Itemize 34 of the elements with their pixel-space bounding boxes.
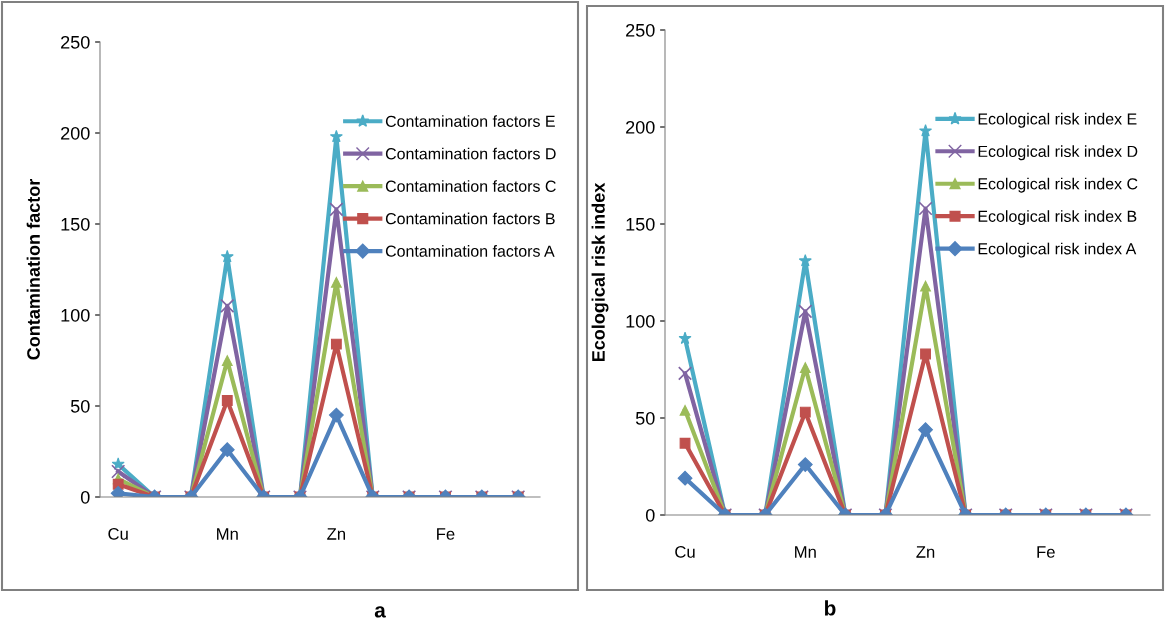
legend-label: Contamination factors B — [385, 212, 555, 225]
text: a — [374, 606, 386, 618]
y-tick-label: 50 — [70, 399, 90, 413]
y-tick-label: 100 — [61, 308, 90, 322]
y-tick-label: 150 — [61, 217, 90, 231]
x-tick-label: Fe — [437, 528, 455, 540]
x-tick-label: Zn — [327, 528, 346, 540]
x-tick-label: Mn — [217, 528, 238, 540]
legend-label: Ecological risk index E — [978, 112, 1137, 128]
y-tick-label: 50 — [635, 411, 655, 425]
y-tick-label: 200 — [61, 126, 90, 140]
legend-label: Ecological risk index B — [978, 210, 1137, 226]
y-tick-label: 250 — [61, 35, 90, 49]
y-tick-label: 0 — [645, 508, 655, 522]
legend-label: Contamination factors D — [385, 147, 556, 160]
y-tick-label: 0 — [80, 490, 90, 504]
x-tick-label: Fe — [1037, 546, 1055, 558]
legend-label: Contamination factors C — [385, 180, 556, 192]
legend-label: Contamination factors A — [385, 245, 555, 257]
legend-label: Ecological risk index C — [978, 177, 1138, 193]
x-tick-label: Zn — [916, 546, 935, 558]
y-axis-title: Contamination factor — [26, 178, 40, 360]
x-tick-label: Cu — [675, 546, 695, 558]
legend-label: Ecological risk index D — [978, 145, 1138, 161]
x-tick-label: Mn — [795, 546, 816, 558]
y-tick-label: 150 — [626, 217, 655, 231]
y-axis-title: Ecological risk index — [591, 182, 609, 362]
y-tick-label: 100 — [626, 314, 655, 328]
x-tick-label: Cu — [108, 528, 128, 540]
legend-label: Ecological risk index A — [978, 242, 1137, 258]
legend-label: Contamination factors E — [385, 115, 555, 127]
text: b — [825, 600, 836, 616]
y-tick-label: 250 — [626, 23, 655, 37]
y-tick-label: 200 — [626, 120, 655, 134]
